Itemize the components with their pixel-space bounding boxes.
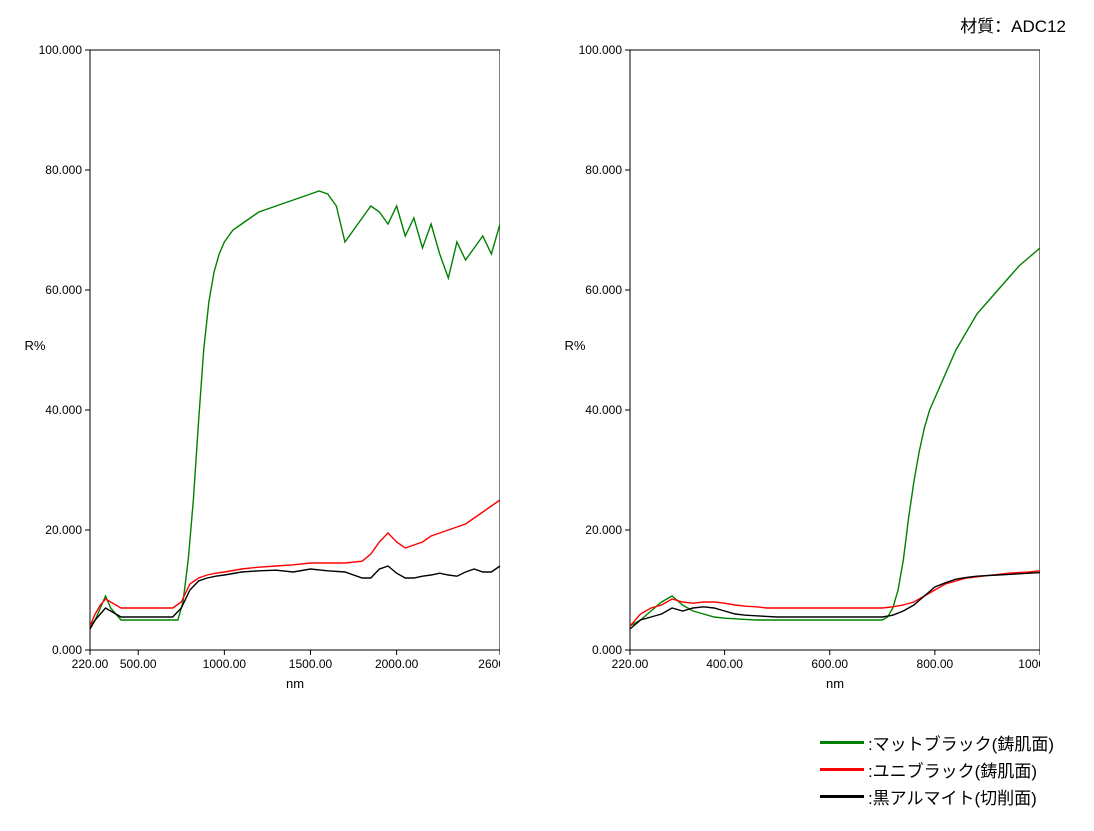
svg-text:1000.00: 1000.00 [203, 657, 247, 671]
svg-text:1000.00: 1000.00 [1018, 657, 1040, 671]
svg-text:60.000: 60.000 [45, 283, 82, 297]
svg-text:220.00: 220.00 [72, 657, 109, 671]
svg-text:800.00: 800.00 [917, 657, 954, 671]
svg-text:220.00: 220.00 [612, 657, 649, 671]
legend: :マットブラック(鋳肌面) :ユニブラック(鋳肌面) :黒アルマイト(切削面) [820, 728, 1054, 811]
legend-item-0: :マットブラック(鋳肌面) [820, 730, 1054, 755]
chart2-svg: 0.000 20.000 40.000 60.000 80.000 100.000 220.… [560, 30, 1040, 710]
svg-text:40.000: 40.000 [585, 403, 622, 417]
chart-wide-range: 0.000 20.000 40.000 60.000 80.000 100.000 220.… [20, 30, 500, 710]
svg-text:R%: R% [25, 338, 46, 353]
svg-text:nm: nm [286, 676, 304, 691]
svg-text:80.000: 80.000 [45, 163, 82, 177]
svg-text:20.000: 20.000 [585, 523, 622, 537]
legend-label-1: :ユニブラック(鋳肌面) [868, 757, 1037, 782]
legend-item-2: :黒アルマイト(切削面) [820, 784, 1054, 809]
svg-text:2000.00: 2000.00 [375, 657, 419, 671]
svg-text:400.00: 400.00 [706, 657, 743, 671]
svg-text:80.000: 80.000 [585, 163, 622, 177]
svg-text:40.000: 40.000 [45, 403, 82, 417]
svg-text:500.00: 500.00 [120, 657, 157, 671]
svg-text:20.000: 20.000 [45, 523, 82, 537]
svg-text:0.000: 0.000 [592, 643, 622, 657]
svg-text:100.000: 100.000 [39, 43, 83, 57]
svg-text:0.000: 0.000 [52, 643, 82, 657]
chart-narrow-range: 0.000 20.000 40.000 60.000 80.000 100.000 220.… [560, 30, 1040, 710]
svg-text:100.000: 100.000 [579, 43, 623, 57]
svg-text:R%: R% [565, 338, 586, 353]
svg-text:1500.00: 1500.00 [289, 657, 333, 671]
legend-line-1 [820, 768, 864, 771]
svg-text:600.00: 600.00 [811, 657, 848, 671]
legend-label-0: :マットブラック(鋳肌面) [868, 730, 1054, 755]
legend-label-2: :黒アルマイト(切削面) [868, 784, 1037, 809]
chart1-svg: 0.000 20.000 40.000 60.000 80.000 100.000 220.… [20, 30, 500, 710]
legend-line-2 [820, 795, 864, 798]
svg-text:2600.00: 2600.00 [478, 657, 500, 671]
svg-text:60.000: 60.000 [585, 283, 622, 297]
legend-line-0 [820, 741, 864, 744]
legend-item-1: :ユニブラック(鋳肌面) [820, 757, 1054, 782]
svg-text:nm: nm [826, 676, 844, 691]
